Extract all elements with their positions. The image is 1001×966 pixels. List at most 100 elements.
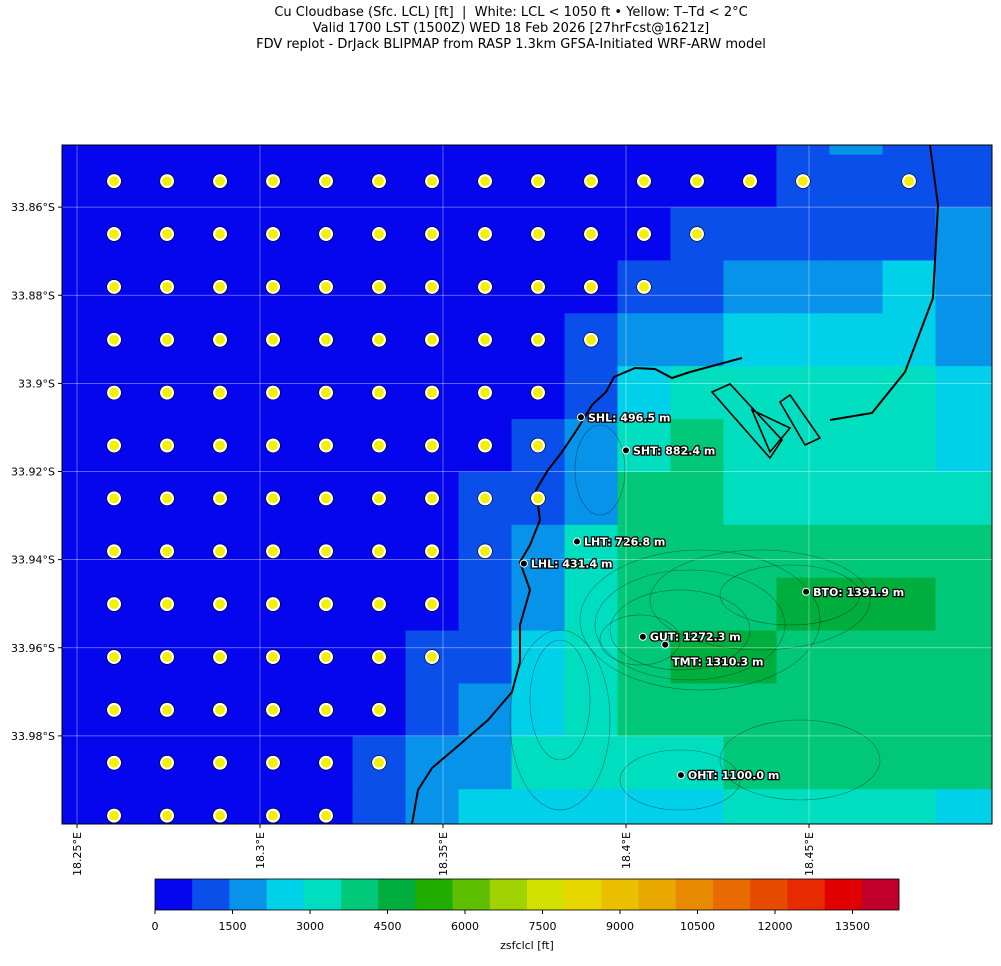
grid-cell — [564, 577, 619, 632]
grid-cell — [670, 313, 725, 367]
station — [519, 559, 528, 568]
grid-cell — [988, 154, 992, 209]
yellow-flag-ring — [212, 332, 228, 348]
grid-cell — [988, 260, 992, 314]
grid-cell — [723, 471, 778, 526]
grid-cell — [617, 789, 672, 824]
grid-cell — [882, 683, 936, 737]
grid-cell — [193, 145, 248, 156]
grid-cell — [882, 789, 936, 824]
yellow-flag — [371, 174, 387, 189]
colorbar-segment — [415, 879, 453, 910]
grid-cell — [988, 630, 992, 684]
y-tick-label: 33.86°S — [11, 201, 55, 214]
yellow-flag — [106, 649, 122, 665]
grid-cell — [882, 524, 936, 579]
grid-cell — [670, 145, 725, 156]
grid-cell — [935, 471, 989, 526]
yellow-flag-ring — [901, 173, 917, 189]
yellow-flag-ring — [318, 543, 334, 559]
yellow-flag — [265, 491, 281, 506]
title-line: Valid 1700 LST (1500Z) WED 18 Feb 2026 [… — [313, 21, 709, 36]
yellow-flag-ring — [159, 543, 175, 559]
yellow-flag — [159, 597, 175, 612]
grid-cell — [988, 789, 992, 824]
yellow-flag-ring — [795, 173, 811, 189]
yellow-flag — [424, 279, 440, 294]
grid-cell — [776, 471, 830, 526]
station — [622, 446, 631, 455]
yellow-flag — [371, 544, 387, 559]
yellow-flag — [371, 755, 387, 770]
yellow-flag-ring — [212, 385, 228, 401]
yellow-flag-ring — [583, 173, 599, 189]
yellow-flag-ring — [265, 702, 281, 718]
yellow-flag-ring — [212, 596, 228, 612]
yellow-flag-ring — [159, 226, 175, 242]
grid-cell — [62, 313, 89, 367]
yellow-flag-ring — [212, 702, 228, 718]
grid-cell — [458, 789, 513, 824]
grid-cell — [829, 789, 883, 824]
yellow-flag-ring — [583, 332, 599, 348]
grid-cell — [723, 145, 778, 156]
yellow-flag-ring — [265, 226, 281, 242]
colorbar-tick-label: 13500 — [835, 920, 870, 933]
yellow-flag-ring — [477, 332, 493, 348]
yellow-flag — [371, 438, 387, 453]
yellow-flag — [477, 491, 493, 506]
yellow-flag — [106, 755, 122, 770]
grid-cell — [776, 630, 830, 684]
yellow-flag — [477, 226, 493, 242]
yellow-flag — [530, 438, 546, 453]
yellow-flag-ring — [106, 437, 122, 454]
yellow-flag — [106, 544, 122, 559]
grid-cell — [829, 630, 883, 684]
grid-cell — [776, 683, 830, 737]
yellow-flag — [212, 174, 228, 189]
grid-cell — [670, 366, 725, 420]
station — [676, 771, 685, 780]
yellow-flag-ring — [530, 385, 546, 401]
yellow-flag — [583, 226, 599, 242]
grid-cell — [352, 145, 407, 156]
map-frame — [61, 144, 993, 825]
yellow-flag-ring — [689, 173, 705, 189]
yellow-flag-ring — [265, 437, 281, 454]
yellow-flag-ring — [212, 649, 228, 665]
grid-cell — [988, 524, 992, 579]
yellow-flag-ring — [742, 173, 758, 189]
yellow-flag — [265, 649, 281, 665]
grid-cell — [617, 313, 672, 367]
grid-cell — [405, 683, 460, 737]
grid-cell — [511, 145, 566, 156]
grid-cell — [62, 366, 89, 420]
colorbar-segment — [341, 879, 379, 910]
grid-cell — [723, 260, 778, 314]
grid-cell — [564, 789, 619, 824]
grid-cell — [776, 524, 830, 579]
yellow-flag — [212, 544, 228, 559]
yellow-flag-ring — [371, 490, 387, 506]
grid-cell — [935, 260, 989, 314]
grid-cell — [670, 683, 725, 737]
yellow-flag-ring — [265, 490, 281, 506]
station — [572, 537, 581, 546]
yellow-flag-ring — [371, 226, 387, 242]
yellow-flag-ring — [371, 385, 387, 401]
colorbar-tick-label: 3000 — [296, 920, 324, 933]
grid-cell — [564, 736, 619, 790]
x-tick-label: 18.45°E — [803, 832, 816, 876]
yellow-flag — [583, 279, 599, 294]
y-tick-label: 33.98°S — [11, 730, 55, 743]
grid-cell — [776, 260, 830, 314]
station-label: TMT: 1310.3 m — [672, 656, 763, 669]
grid-cell — [511, 524, 566, 579]
yellow-flag-ring — [212, 437, 228, 454]
grid-cell — [617, 577, 672, 632]
yellow-flag — [530, 174, 546, 189]
grid-cell — [62, 471, 89, 526]
yellow-flag — [265, 808, 281, 823]
grid-cell — [988, 145, 992, 156]
yellow-flag — [318, 755, 334, 770]
